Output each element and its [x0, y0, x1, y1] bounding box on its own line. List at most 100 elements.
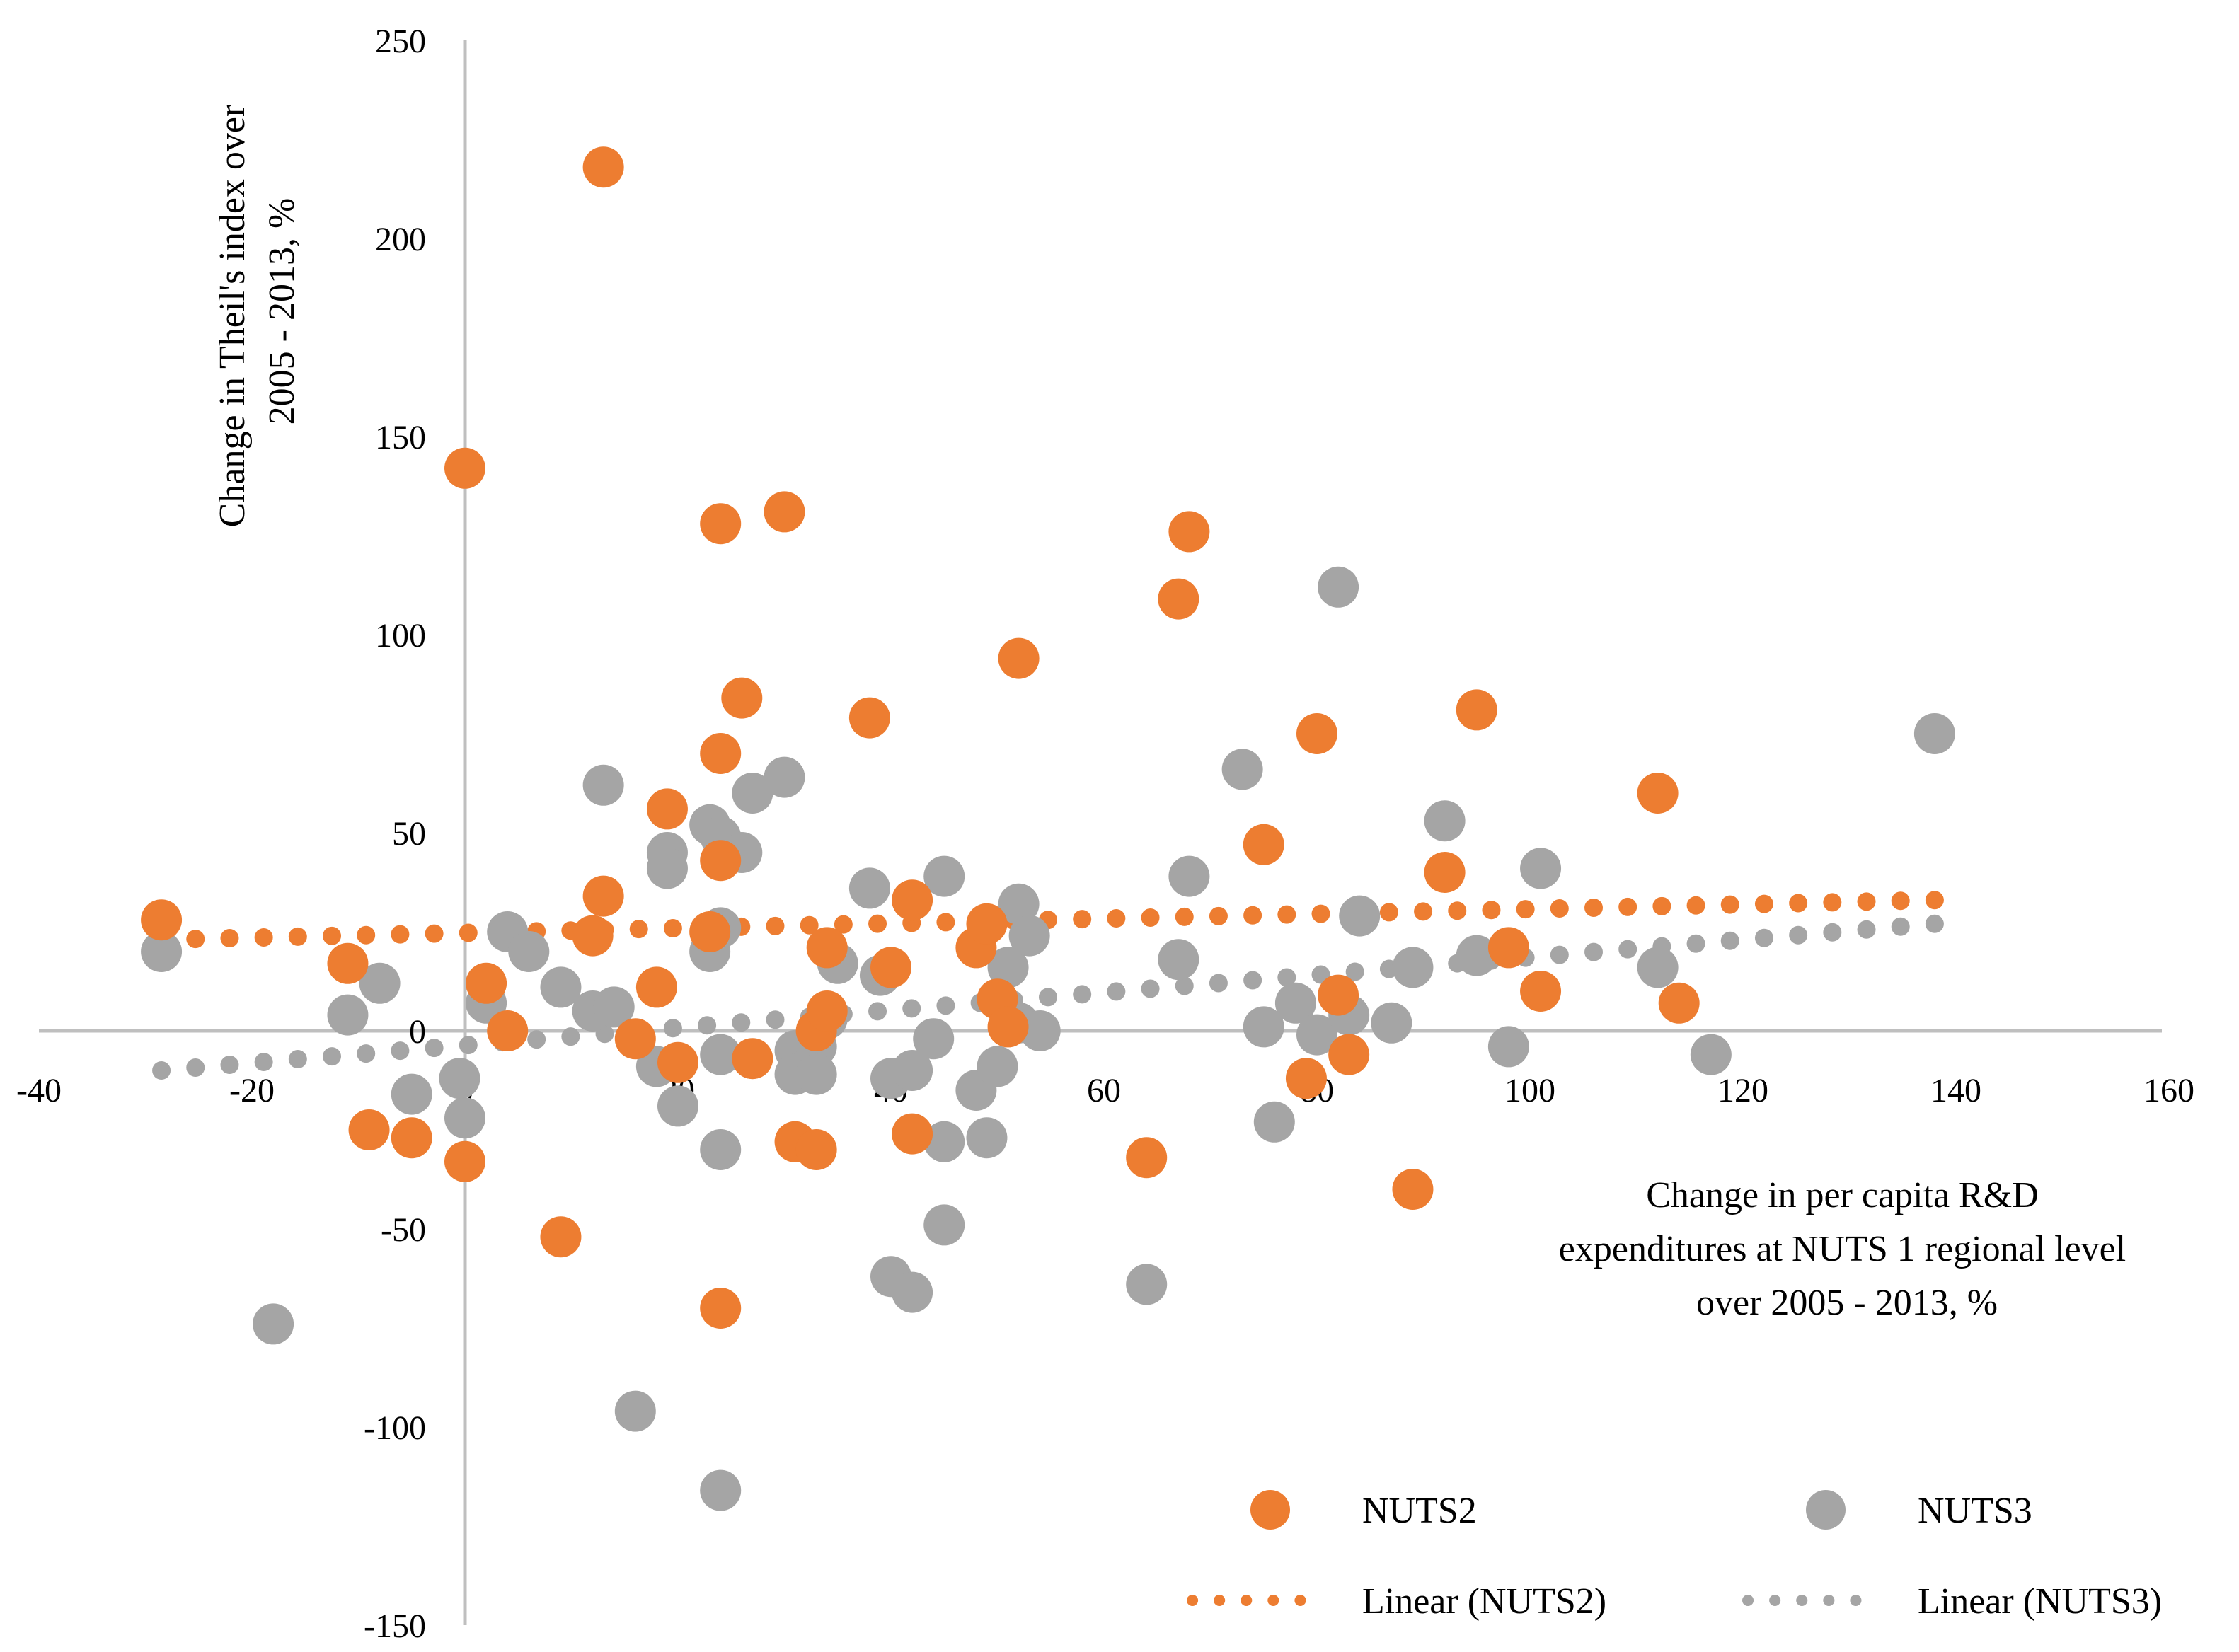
trendline-dot — [766, 1010, 785, 1029]
y-axis-title-line-1: Change in Theil's index over — [212, 105, 253, 528]
point-nuts3 — [1318, 566, 1359, 608]
point-nuts2 — [444, 1140, 485, 1182]
point-nuts2 — [348, 1109, 390, 1150]
trendline-dot — [1584, 898, 1604, 917]
point-nuts3 — [657, 1085, 698, 1127]
trendline-dot — [1073, 985, 1092, 1004]
point-nuts3 — [593, 986, 635, 1028]
trendline-dot — [425, 924, 444, 943]
trendline-dot — [1925, 914, 1944, 933]
trendline-dot — [663, 919, 682, 938]
point-nuts2 — [540, 1216, 582, 1258]
point-nuts3 — [998, 883, 1040, 925]
point-nuts2 — [795, 1129, 837, 1170]
series-nuts2 — [141, 146, 1700, 1329]
point-nuts3 — [582, 764, 624, 806]
trendline-dot — [1618, 940, 1637, 959]
point-nuts2 — [1487, 927, 1529, 969]
trendline-dot — [629, 920, 648, 939]
point-nuts3 — [966, 1117, 1008, 1159]
point-nuts2 — [487, 1010, 529, 1051]
x-tick-label: 60 — [1087, 1072, 1121, 1109]
point-nuts2 — [141, 899, 183, 941]
point-nuts3 — [1126, 1264, 1168, 1305]
point-nuts3 — [795, 1053, 837, 1095]
trendline-dot — [936, 996, 955, 1015]
point-nuts3 — [1690, 1034, 1732, 1075]
trendline-dot — [1925, 891, 1944, 910]
trendline-dot — [1789, 925, 1808, 945]
point-nuts2 — [572, 915, 614, 957]
x-axis-title-line-2: expenditures at NUTS 1 regional level — [1559, 1229, 2126, 1269]
point-nuts2 — [1328, 1034, 1370, 1075]
point-nuts2 — [892, 1113, 933, 1155]
point-nuts2 — [700, 503, 742, 545]
point-nuts3 — [1158, 939, 1199, 981]
point-nuts3 — [923, 855, 965, 897]
point-nuts3 — [1243, 1006, 1284, 1048]
y-tick-label: -100 — [364, 1409, 426, 1447]
trendline-dot — [1686, 896, 1705, 915]
point-nuts2 — [1318, 974, 1359, 1016]
trendline-dot — [1550, 945, 1569, 964]
trendline-dot — [561, 1027, 580, 1046]
x-tick-label: 100 — [1504, 1072, 1555, 1109]
trendline-dot — [1823, 893, 1842, 912]
trendline-dot — [868, 914, 887, 933]
point-nuts2 — [848, 697, 890, 739]
point-nuts2 — [806, 990, 848, 1032]
trendline-layer — [152, 891, 1944, 1080]
y-tick-label: -50 — [381, 1211, 426, 1249]
point-nuts2 — [966, 903, 1008, 945]
point-nuts2 — [764, 491, 805, 533]
point-nuts2 — [1520, 971, 1562, 1012]
point-nuts3 — [141, 931, 183, 972]
point-nuts3 — [732, 773, 773, 814]
point-nuts3 — [253, 1303, 294, 1345]
point-nuts2 — [1168, 511, 1210, 553]
trendline-dot — [425, 1039, 444, 1058]
point-nuts3 — [764, 756, 805, 798]
legend-label-linear-nuts3: Linear (NUTS3) — [1918, 1581, 2162, 1622]
trendline-dot — [391, 925, 410, 944]
point-nuts3 — [327, 994, 369, 1036]
point-nuts3 — [700, 1129, 742, 1170]
y-tick-label: 250 — [375, 23, 426, 60]
x-tick-label: 160 — [2143, 1072, 2194, 1109]
point-nuts3 — [700, 1469, 742, 1511]
point-nuts2 — [1296, 713, 1337, 754]
point-nuts3 — [439, 1058, 480, 1099]
point-nuts2 — [732, 1038, 773, 1080]
point-nuts3 — [1913, 713, 1955, 754]
trendline-dot — [357, 1044, 376, 1063]
legend-label-nuts3: NUTS3 — [1918, 1491, 2032, 1531]
trendline-dot — [1277, 905, 1296, 924]
legend-marker-nuts2 — [1250, 1490, 1290, 1530]
point-nuts3 — [359, 962, 401, 1004]
trendline-dot — [1107, 909, 1126, 928]
point-nuts3 — [923, 1204, 965, 1246]
trendline-dot — [1754, 894, 1773, 913]
point-nuts3 — [508, 931, 550, 972]
trendline-dot — [1720, 931, 1739, 950]
y-tick-label: 200 — [375, 221, 426, 258]
point-nuts3 — [1487, 1026, 1529, 1068]
point-nuts3 — [614, 1390, 656, 1432]
trendline-dot — [1243, 906, 1262, 925]
y-axis-title: Change in Theil's index over 2005 - 2013… — [212, 96, 302, 528]
trendline-dot — [1141, 979, 1160, 998]
trendline-dot — [459, 1036, 478, 1055]
point-nuts3 — [1221, 749, 1263, 790]
point-nuts3 — [1253, 1101, 1295, 1143]
y-tick-label: 0 — [409, 1013, 426, 1051]
point-nuts2 — [582, 146, 624, 188]
trendline-dot — [357, 925, 376, 945]
trendline-dot — [186, 930, 205, 949]
trendline-dot — [1789, 894, 1808, 913]
point-nuts3 — [444, 1097, 485, 1139]
trendline-dot — [1107, 982, 1126, 1001]
point-nuts2 — [391, 1117, 432, 1159]
point-nuts3 — [1008, 915, 1050, 957]
trendline-dot — [902, 999, 921, 1018]
